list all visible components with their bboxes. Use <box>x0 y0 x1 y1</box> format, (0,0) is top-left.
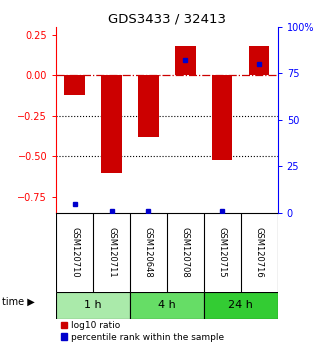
Bar <box>212 75 232 160</box>
Bar <box>65 75 85 95</box>
Text: 4 h: 4 h <box>158 300 176 310</box>
Text: GSM120710: GSM120710 <box>70 227 79 278</box>
Text: GSM120716: GSM120716 <box>255 227 264 278</box>
Bar <box>101 75 122 172</box>
Bar <box>138 75 159 137</box>
Bar <box>175 46 195 75</box>
Text: GSM120715: GSM120715 <box>218 227 227 278</box>
Bar <box>204 292 278 319</box>
Legend: log10 ratio, percentile rank within the sample: log10 ratio, percentile rank within the … <box>61 321 224 342</box>
Text: GSM120708: GSM120708 <box>181 227 190 278</box>
Text: time ▶: time ▶ <box>2 297 34 307</box>
Bar <box>56 292 130 319</box>
Title: GDS3433 / 32413: GDS3433 / 32413 <box>108 12 226 25</box>
Bar <box>249 46 269 75</box>
Text: 1 h: 1 h <box>84 300 102 310</box>
Text: GSM120648: GSM120648 <box>144 227 153 278</box>
Bar <box>130 292 204 319</box>
Text: GSM120711: GSM120711 <box>107 227 116 278</box>
Text: 24 h: 24 h <box>228 300 253 310</box>
